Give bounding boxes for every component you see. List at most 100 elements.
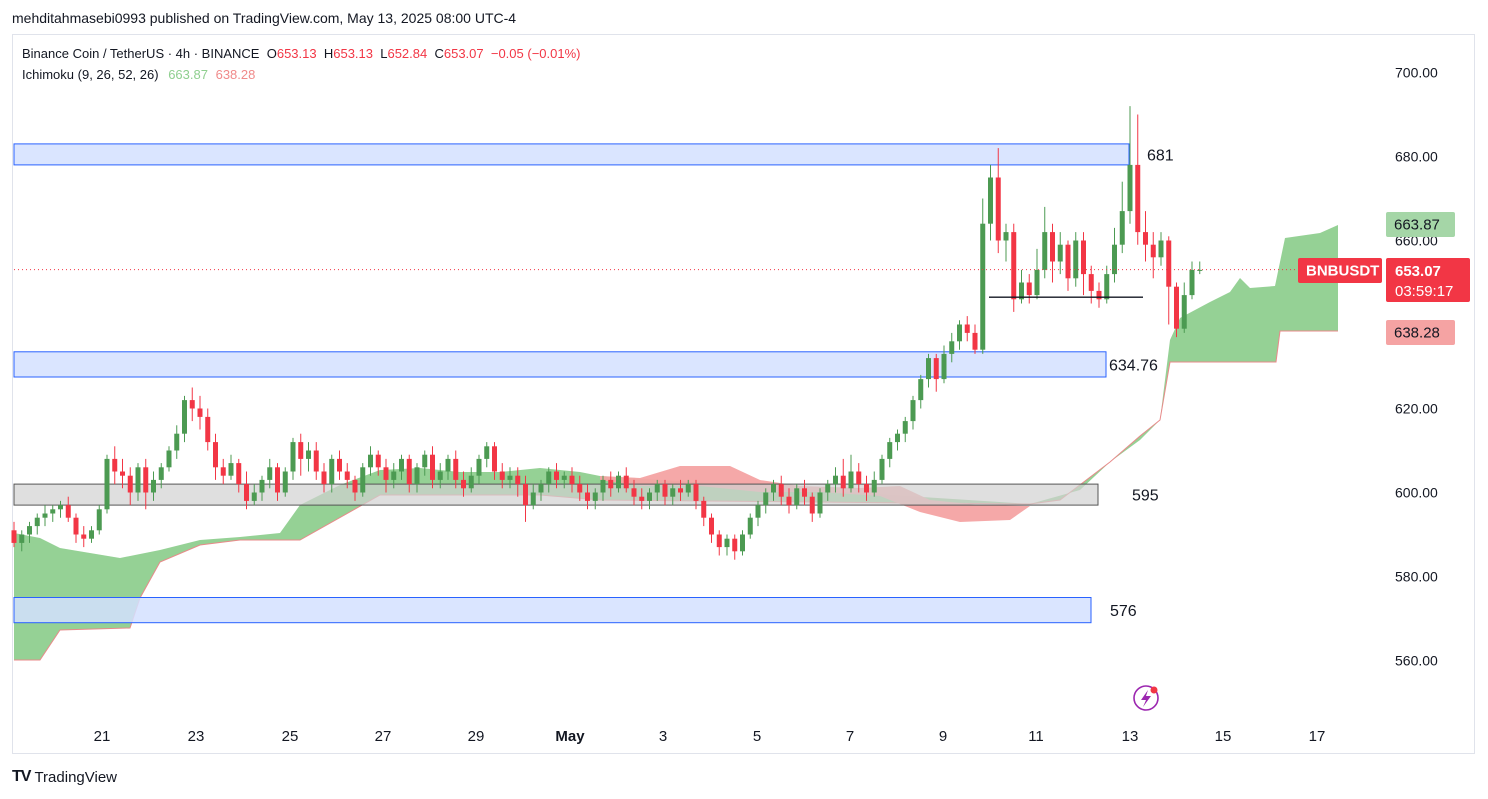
candle — [600, 475, 606, 501]
candle-body — [577, 484, 583, 493]
x-tick-label: 17 — [1309, 728, 1326, 745]
candle — [639, 488, 645, 510]
candle — [1026, 274, 1032, 304]
symbol-legend[interactable]: Binance Coin / TetherUS · 4h · BINANCE O… — [22, 46, 580, 61]
brand-name: TradingView — [34, 768, 117, 786]
candle-body — [1127, 164, 1133, 212]
candle — [515, 467, 521, 497]
candle — [360, 463, 366, 497]
candle — [538, 479, 544, 501]
candle — [647, 488, 652, 510]
candle — [864, 475, 869, 501]
open-value: 653.13 — [276, 46, 317, 61]
candle-body — [910, 400, 916, 422]
candle — [902, 416, 908, 443]
candle-body — [1181, 295, 1187, 329]
candle-body — [329, 458, 335, 485]
candle — [670, 484, 676, 506]
candle-body — [608, 479, 614, 489]
candle — [701, 496, 707, 527]
x-tick-label: 29 — [468, 728, 485, 745]
candle — [158, 463, 164, 489]
candle-body — [662, 484, 668, 497]
candle-body — [259, 479, 265, 493]
candle — [89, 526, 94, 543]
candle — [81, 526, 87, 548]
candle-body — [383, 467, 389, 480]
x-tick-label: 13 — [1122, 728, 1139, 745]
y-axis: 700.00680.00660.00620.00600.00580.00560.… — [1395, 65, 1438, 669]
candle — [833, 467, 838, 493]
candle — [1096, 282, 1102, 308]
candle — [778, 475, 784, 506]
candle — [19, 530, 25, 552]
candle — [949, 332, 955, 363]
x-tick-label: 21 — [94, 728, 111, 745]
candle — [941, 345, 947, 384]
candle — [453, 450, 459, 489]
low-value: 652.84 — [387, 46, 428, 61]
candle — [73, 513, 79, 543]
candle — [740, 530, 745, 556]
candle — [631, 479, 637, 506]
candle-body — [453, 458, 459, 480]
y-tick-label: 700.00 — [1395, 65, 1438, 81]
candle — [461, 471, 466, 497]
candle-body — [670, 488, 676, 497]
candle-body — [949, 341, 955, 354]
candle-body — [585, 492, 590, 501]
candle-body — [1174, 286, 1179, 329]
footer-brand[interactable]: TV TradingView — [12, 768, 117, 786]
candle-body — [360, 467, 366, 493]
candle-body — [740, 534, 745, 552]
candle-body — [1011, 232, 1017, 300]
price-tag: 653.07 — [1395, 263, 1441, 280]
candle — [96, 505, 102, 535]
tenkan-tag-bg — [1386, 212, 1455, 237]
candle-body — [933, 358, 939, 380]
candle — [856, 463, 862, 493]
candle-body — [1065, 244, 1071, 279]
candle-body — [1096, 290, 1102, 300]
candle — [337, 450, 342, 480]
candle — [678, 479, 683, 501]
candle — [182, 395, 187, 443]
candle — [127, 467, 133, 506]
candle — [585, 484, 590, 510]
indicator-legend[interactable]: Ichimoku (9, 26, 52, 26) 663.87 638.28 — [22, 67, 255, 82]
overlay-layer — [14, 269, 1380, 711]
candle-layer — [11, 106, 1203, 560]
candle-body — [1104, 274, 1110, 300]
candle — [437, 463, 443, 489]
candle-body — [282, 471, 288, 493]
candle-body — [306, 450, 311, 459]
candle — [724, 534, 730, 556]
candle-body — [786, 496, 792, 506]
candle-body — [1166, 240, 1172, 287]
candle-body — [290, 442, 296, 472]
zone-2 — [13, 351, 1107, 378]
candle — [825, 479, 831, 501]
candle — [34, 513, 40, 535]
y-tick-label: 580.00 — [1395, 569, 1438, 585]
candle — [623, 467, 629, 493]
candle — [716, 530, 722, 556]
candle-body — [1057, 244, 1063, 262]
candle — [1181, 282, 1187, 333]
alert-bolt-icon-ring — [1133, 685, 1159, 711]
candle — [499, 463, 505, 489]
candle — [391, 463, 397, 489]
candle-body — [902, 421, 908, 434]
candle — [236, 458, 242, 493]
candle-body — [569, 475, 575, 485]
candle-body — [112, 458, 118, 472]
candle-body — [391, 471, 397, 480]
candle — [174, 425, 180, 459]
candle-body — [864, 484, 869, 493]
candle-body — [856, 471, 862, 485]
candle-body — [918, 379, 924, 401]
chart-frame[interactable] — [12, 34, 1475, 754]
candle-body — [941, 353, 947, 380]
kumo-bearish — [600, 466, 1030, 522]
